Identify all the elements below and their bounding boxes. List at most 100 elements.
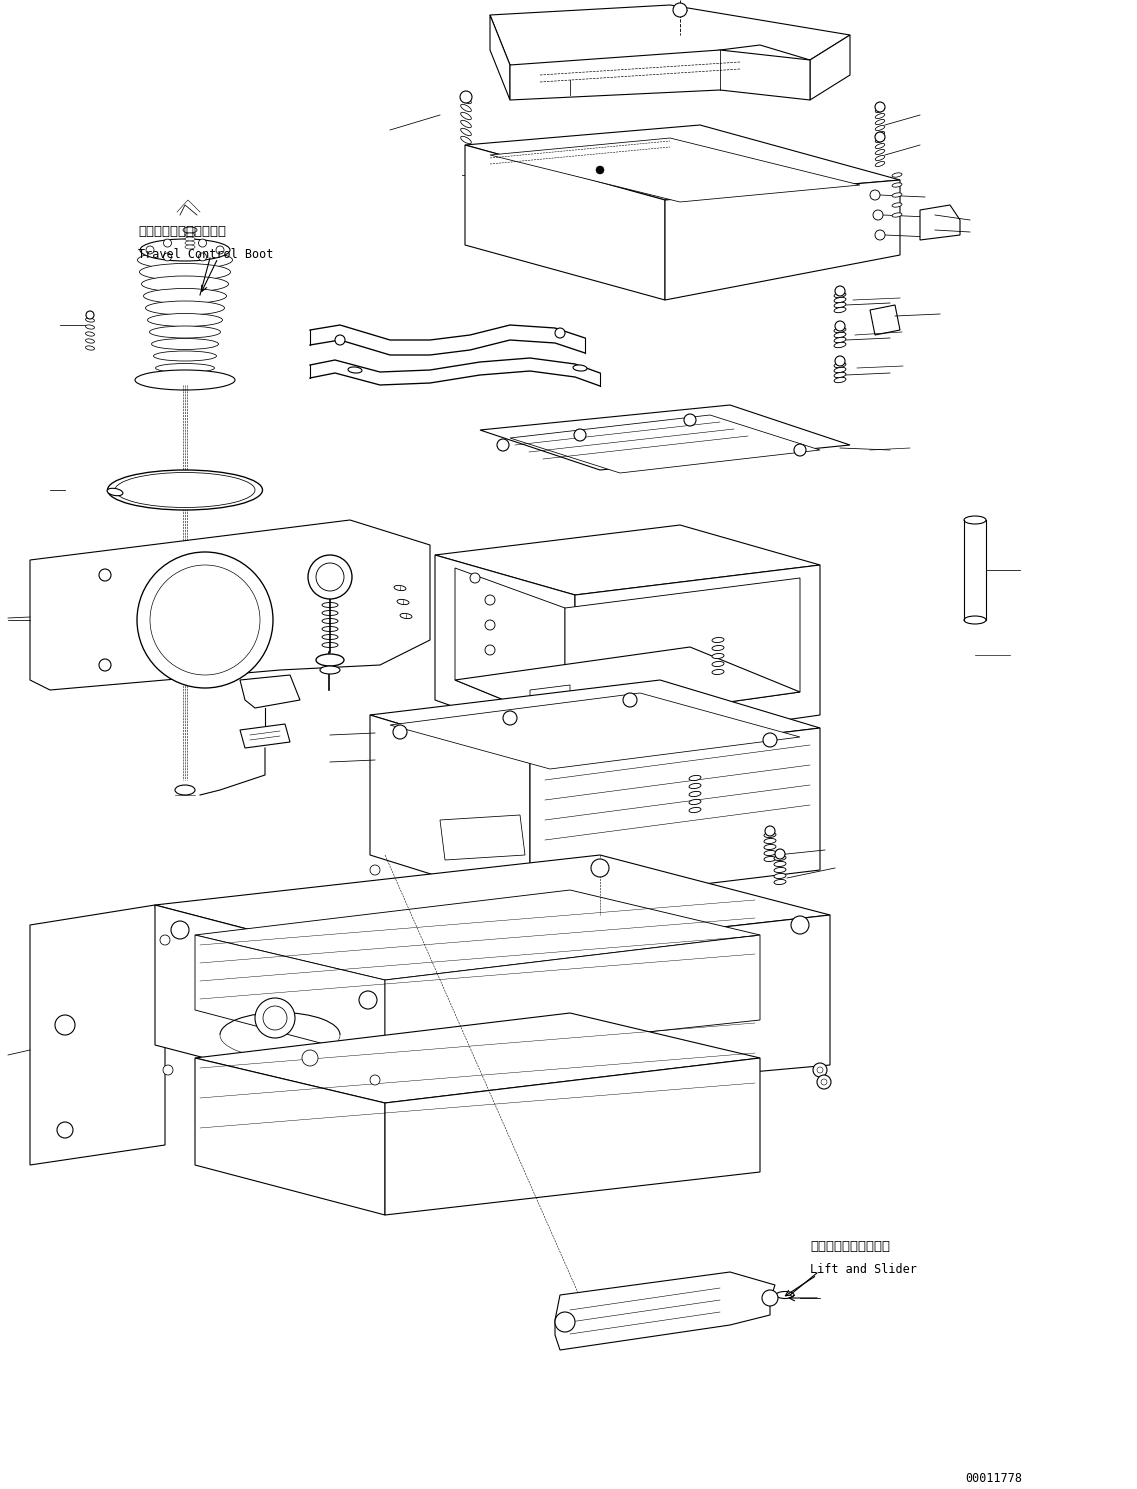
Text: Travel Control Boot: Travel Control Boot bbox=[138, 249, 273, 261]
Circle shape bbox=[160, 935, 171, 946]
Ellipse shape bbox=[148, 314, 223, 326]
Ellipse shape bbox=[875, 107, 885, 113]
Circle shape bbox=[263, 1007, 287, 1030]
Ellipse shape bbox=[322, 610, 338, 615]
Polygon shape bbox=[455, 567, 565, 725]
Polygon shape bbox=[665, 180, 901, 299]
Ellipse shape bbox=[712, 670, 724, 675]
Ellipse shape bbox=[153, 351, 216, 360]
Ellipse shape bbox=[322, 634, 338, 639]
Ellipse shape bbox=[322, 627, 338, 631]
Circle shape bbox=[460, 91, 472, 103]
Circle shape bbox=[393, 725, 407, 739]
Circle shape bbox=[875, 133, 885, 141]
Ellipse shape bbox=[146, 301, 224, 316]
Circle shape bbox=[673, 3, 687, 16]
Circle shape bbox=[503, 712, 517, 725]
Polygon shape bbox=[196, 935, 385, 1060]
Ellipse shape bbox=[712, 637, 724, 643]
Circle shape bbox=[150, 564, 260, 675]
Ellipse shape bbox=[712, 645, 724, 651]
Circle shape bbox=[794, 444, 806, 456]
Circle shape bbox=[791, 916, 810, 934]
Ellipse shape bbox=[316, 654, 345, 666]
Circle shape bbox=[623, 692, 637, 707]
Ellipse shape bbox=[774, 862, 786, 867]
Ellipse shape bbox=[85, 339, 94, 342]
Circle shape bbox=[302, 1050, 318, 1066]
Ellipse shape bbox=[835, 302, 846, 308]
Ellipse shape bbox=[573, 365, 587, 371]
Polygon shape bbox=[385, 916, 830, 1105]
Circle shape bbox=[99, 660, 111, 672]
Polygon shape bbox=[240, 675, 300, 707]
Circle shape bbox=[316, 563, 345, 591]
Ellipse shape bbox=[875, 149, 885, 155]
Circle shape bbox=[497, 439, 509, 451]
Ellipse shape bbox=[185, 237, 196, 241]
Ellipse shape bbox=[835, 377, 846, 383]
Polygon shape bbox=[155, 905, 385, 1105]
Ellipse shape bbox=[141, 275, 229, 292]
Circle shape bbox=[199, 253, 207, 261]
Text: 00011778: 00011778 bbox=[965, 1473, 1022, 1485]
Ellipse shape bbox=[460, 112, 472, 119]
Polygon shape bbox=[465, 144, 665, 299]
Ellipse shape bbox=[774, 880, 786, 884]
Ellipse shape bbox=[85, 325, 94, 329]
Ellipse shape bbox=[964, 517, 986, 524]
Ellipse shape bbox=[149, 326, 221, 338]
Circle shape bbox=[255, 998, 294, 1038]
Circle shape bbox=[763, 733, 777, 747]
Ellipse shape bbox=[175, 785, 196, 795]
Ellipse shape bbox=[835, 362, 846, 368]
Polygon shape bbox=[511, 51, 810, 100]
Circle shape bbox=[596, 165, 604, 174]
Ellipse shape bbox=[397, 600, 409, 605]
Circle shape bbox=[813, 1063, 827, 1077]
Polygon shape bbox=[490, 138, 860, 203]
Circle shape bbox=[818, 1068, 823, 1074]
Circle shape bbox=[359, 992, 377, 1010]
Ellipse shape bbox=[875, 155, 885, 161]
Ellipse shape bbox=[774, 874, 786, 879]
Ellipse shape bbox=[835, 328, 846, 332]
Ellipse shape bbox=[322, 618, 338, 624]
Circle shape bbox=[146, 246, 153, 255]
Polygon shape bbox=[385, 1059, 760, 1215]
Ellipse shape bbox=[775, 1291, 794, 1298]
Polygon shape bbox=[490, 15, 511, 100]
Ellipse shape bbox=[185, 232, 196, 237]
Ellipse shape bbox=[875, 113, 885, 119]
Ellipse shape bbox=[156, 363, 215, 372]
Ellipse shape bbox=[764, 838, 775, 844]
Circle shape bbox=[873, 210, 883, 220]
Ellipse shape bbox=[689, 783, 700, 789]
Ellipse shape bbox=[115, 472, 255, 508]
Polygon shape bbox=[575, 564, 820, 750]
Polygon shape bbox=[870, 305, 901, 335]
Polygon shape bbox=[196, 890, 760, 980]
Circle shape bbox=[875, 103, 885, 112]
Ellipse shape bbox=[835, 332, 846, 338]
Ellipse shape bbox=[689, 800, 700, 804]
Circle shape bbox=[370, 865, 380, 876]
Polygon shape bbox=[440, 814, 525, 861]
Ellipse shape bbox=[764, 832, 775, 837]
Ellipse shape bbox=[835, 298, 846, 302]
Circle shape bbox=[821, 1080, 827, 1085]
Ellipse shape bbox=[689, 776, 700, 780]
Polygon shape bbox=[480, 405, 850, 471]
Circle shape bbox=[370, 1075, 380, 1085]
Circle shape bbox=[555, 1312, 575, 1333]
Ellipse shape bbox=[185, 246, 196, 249]
Ellipse shape bbox=[764, 850, 775, 856]
Ellipse shape bbox=[85, 317, 94, 322]
Circle shape bbox=[136, 552, 273, 688]
Polygon shape bbox=[530, 728, 820, 905]
Ellipse shape bbox=[712, 654, 724, 658]
Ellipse shape bbox=[835, 368, 846, 372]
Polygon shape bbox=[385, 935, 760, 1060]
Ellipse shape bbox=[835, 372, 846, 378]
Ellipse shape bbox=[893, 173, 902, 177]
